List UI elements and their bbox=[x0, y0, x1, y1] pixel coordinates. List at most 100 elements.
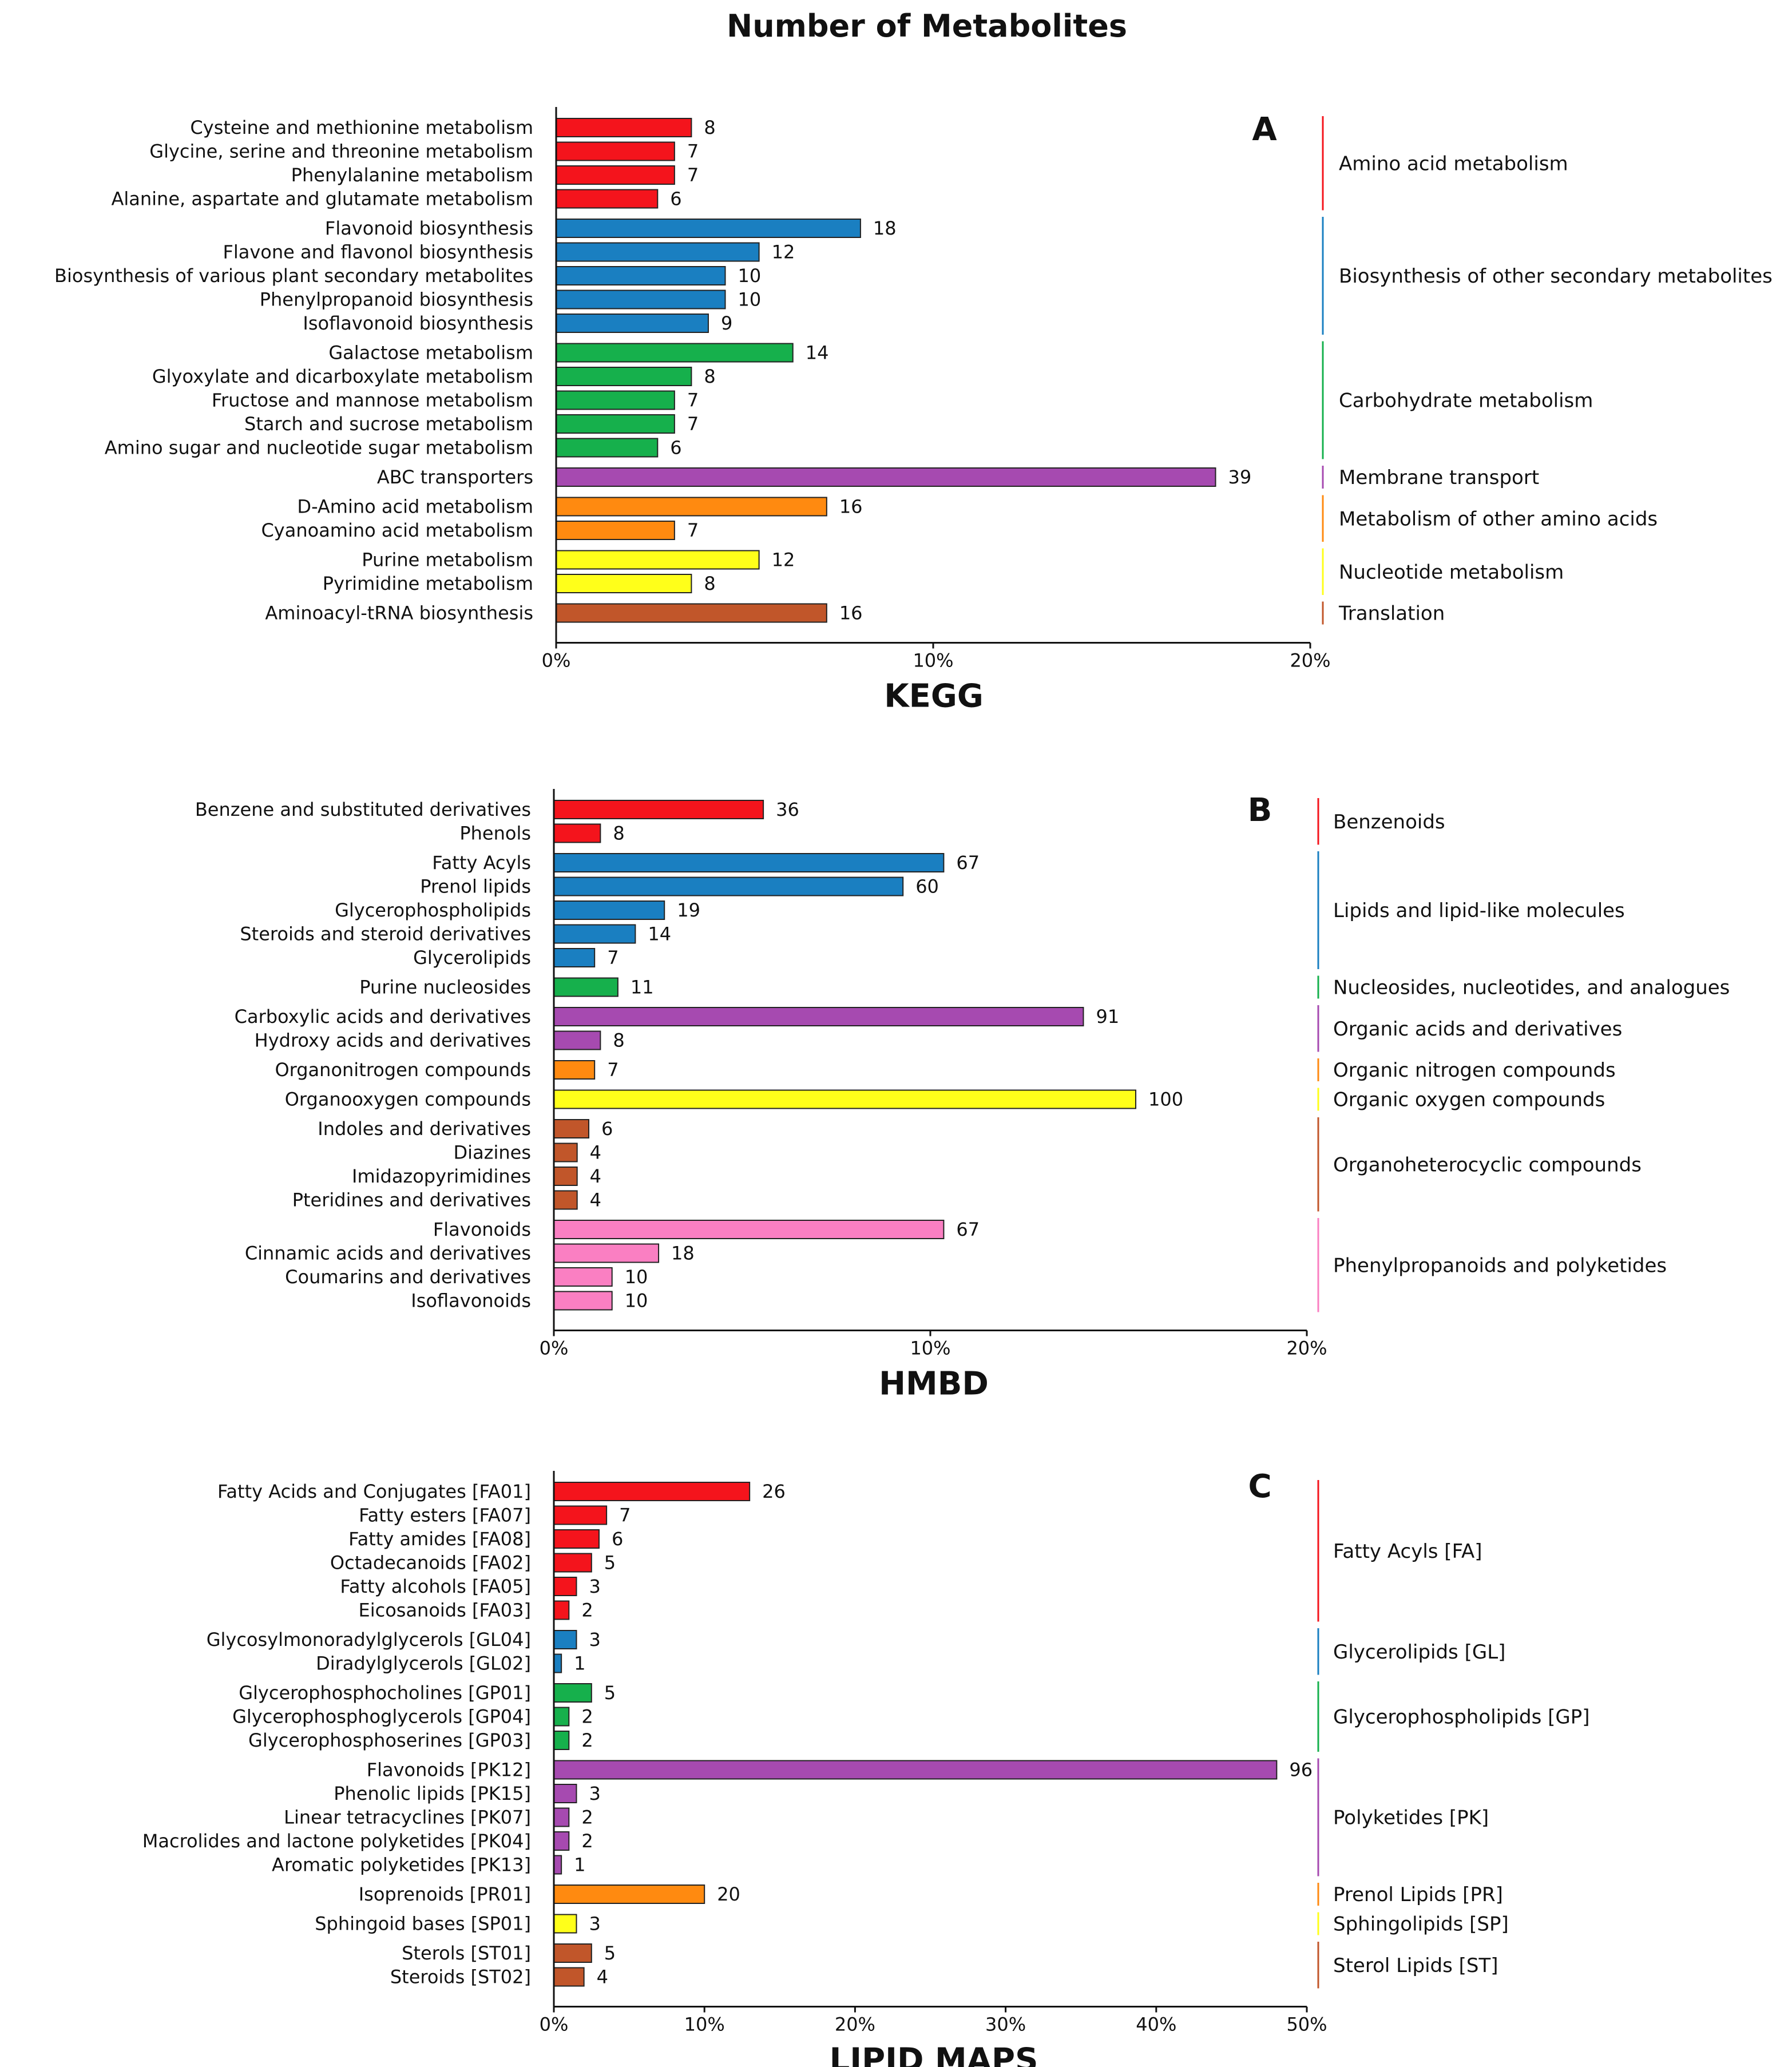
group-label: Translation bbox=[1338, 602, 1445, 625]
x-tick-label: 10% bbox=[913, 650, 953, 672]
bar-value-label: 5 bbox=[604, 1682, 616, 1704]
bar-category-label: Isoflavonoids bbox=[411, 1290, 531, 1312]
bar-value-label: 12 bbox=[772, 549, 795, 571]
bar-value-label: 3 bbox=[589, 1629, 600, 1651]
bar-value-label: 10 bbox=[738, 265, 762, 287]
bar-value-label: 36 bbox=[776, 799, 799, 820]
bar-value-label: 91 bbox=[1096, 1006, 1119, 1027]
bar-category-label: Aromatic polyketides [PK13] bbox=[272, 1854, 531, 1876]
bar-value-label: 2 bbox=[581, 1830, 593, 1852]
bar-value-label: 18 bbox=[671, 1243, 695, 1264]
bar-value-label: 26 bbox=[762, 1481, 786, 1502]
bar-category-label: ABC transporters bbox=[377, 466, 533, 488]
bar bbox=[556, 414, 675, 434]
group-label: Nucleosides, nucleotides, and analogues bbox=[1333, 977, 1730, 999]
bar-category-label: Isoflavonoid biosynthesis bbox=[303, 312, 533, 334]
bar-category-label: Glyoxylate and dicarboxylate metabolism bbox=[152, 366, 533, 387]
bar bbox=[556, 165, 675, 185]
bar bbox=[553, 1220, 945, 1239]
bar-category-label: Macrolides and lactone polyketides [PK04… bbox=[142, 1830, 531, 1852]
x-tick-label: 40% bbox=[1136, 2014, 1176, 2036]
bar-value-label: 16 bbox=[839, 496, 863, 518]
bar-value-label: 1 bbox=[574, 1854, 585, 1876]
bar-category-label: Biosynthesis of various plant secondary … bbox=[54, 265, 533, 287]
x-tick-label: 20% bbox=[835, 2014, 875, 2036]
bar-value-label: 7 bbox=[687, 519, 699, 541]
bar bbox=[556, 467, 1216, 487]
bar-value-label: 3 bbox=[589, 1783, 600, 1804]
bar-value-label: 10 bbox=[625, 1266, 648, 1288]
bar bbox=[553, 1683, 592, 1703]
bar bbox=[553, 823, 601, 843]
x-tick-label: 0% bbox=[540, 2014, 569, 2036]
panel-letter: C bbox=[1248, 1468, 1271, 1505]
bar-category-label: Purine nucleosides bbox=[359, 977, 531, 998]
panel-b: B Benzene and substituted derivatives 36 Ph… bbox=[195, 789, 1730, 1403]
bar-category-label: Cyanoamino acid metabolism bbox=[261, 519, 533, 541]
bar-category-label: Alanine, aspartate and glutamate metabol… bbox=[111, 188, 533, 210]
bar bbox=[553, 1007, 1084, 1026]
bar-category-label: Isoprenoids [PR01] bbox=[359, 1883, 531, 1905]
bar-value-label: 7 bbox=[619, 1505, 631, 1526]
bar bbox=[553, 977, 619, 997]
group-label: Sterol Lipids [ST] bbox=[1333, 1954, 1498, 1977]
bar bbox=[556, 343, 794, 363]
group-label: Sphingolipids [SP] bbox=[1333, 1913, 1509, 1936]
bar bbox=[553, 1731, 570, 1750]
x-axis-title: KEGG bbox=[884, 678, 984, 715]
bar-category-label: Galactose metabolism bbox=[328, 342, 533, 364]
bar bbox=[556, 550, 760, 570]
bar bbox=[556, 266, 726, 285]
bar-value-label: 20 bbox=[717, 1883, 740, 1905]
bar bbox=[553, 1243, 660, 1263]
bar bbox=[553, 876, 904, 896]
bar-category-label: Flavonoids bbox=[433, 1219, 531, 1240]
bar bbox=[553, 1267, 613, 1287]
bar-value-label: 67 bbox=[956, 1219, 980, 1240]
panel-letter: B bbox=[1248, 792, 1272, 829]
bar-value-label: 18 bbox=[873, 217, 897, 239]
bar bbox=[556, 242, 760, 262]
bar-category-label: Fatty alcohols [FA05] bbox=[340, 1576, 531, 1597]
bar bbox=[553, 1482, 751, 1501]
bar-value-label: 7 bbox=[687, 390, 699, 411]
bar-value-label: 6 bbox=[601, 1118, 613, 1140]
bar-value-label: 5 bbox=[604, 1552, 616, 1574]
bar-category-label: Phenolic lipids [PK15] bbox=[334, 1783, 531, 1804]
bar bbox=[556, 314, 709, 333]
bar bbox=[553, 1142, 578, 1163]
group-label: Nucleotide metabolism bbox=[1339, 561, 1564, 584]
bar-value-label: 6 bbox=[670, 437, 681, 459]
bar bbox=[553, 1553, 592, 1573]
bar-category-label: Prenol lipids bbox=[420, 876, 531, 898]
bar-category-label: Glycerophosphoglycerols [GP04] bbox=[232, 1706, 531, 1728]
bar-value-label: 6 bbox=[612, 1528, 623, 1550]
bar bbox=[553, 800, 764, 819]
bar-category-label: Diradylglycerols [GL02] bbox=[316, 1653, 531, 1675]
bar-category-label: Imidazopyrimidines bbox=[352, 1165, 531, 1187]
bar bbox=[553, 1119, 590, 1138]
bar bbox=[556, 141, 675, 161]
group-label: Polyketides [PK] bbox=[1333, 1807, 1489, 1830]
bar bbox=[556, 390, 675, 410]
bar-value-label: 100 bbox=[1148, 1089, 1183, 1110]
bar-category-label: Steroids [ST02] bbox=[390, 1966, 531, 1988]
bar-value-label: 10 bbox=[738, 289, 762, 311]
bar bbox=[556, 438, 659, 458]
bar bbox=[553, 1291, 613, 1311]
x-axis-title: LIPID MAPS bbox=[830, 2042, 1038, 2067]
bar-value-label: 67 bbox=[956, 852, 980, 874]
bar-value-label: 2 bbox=[581, 1600, 593, 1621]
bar bbox=[556, 219, 861, 238]
bar bbox=[553, 853, 945, 872]
bar-value-label: 4 bbox=[590, 1189, 601, 1211]
group-label: Lipids and lipid-like molecules bbox=[1333, 899, 1625, 922]
bar bbox=[553, 1600, 570, 1620]
group-label: Prenol Lipids [PR] bbox=[1333, 1883, 1503, 1906]
bar bbox=[553, 900, 665, 920]
bar-value-label: 7 bbox=[607, 947, 619, 969]
bar bbox=[556, 497, 827, 517]
bar-value-label: 8 bbox=[613, 823, 624, 844]
bar-category-label: Glycerophosphoserines [GP03] bbox=[248, 1729, 531, 1751]
